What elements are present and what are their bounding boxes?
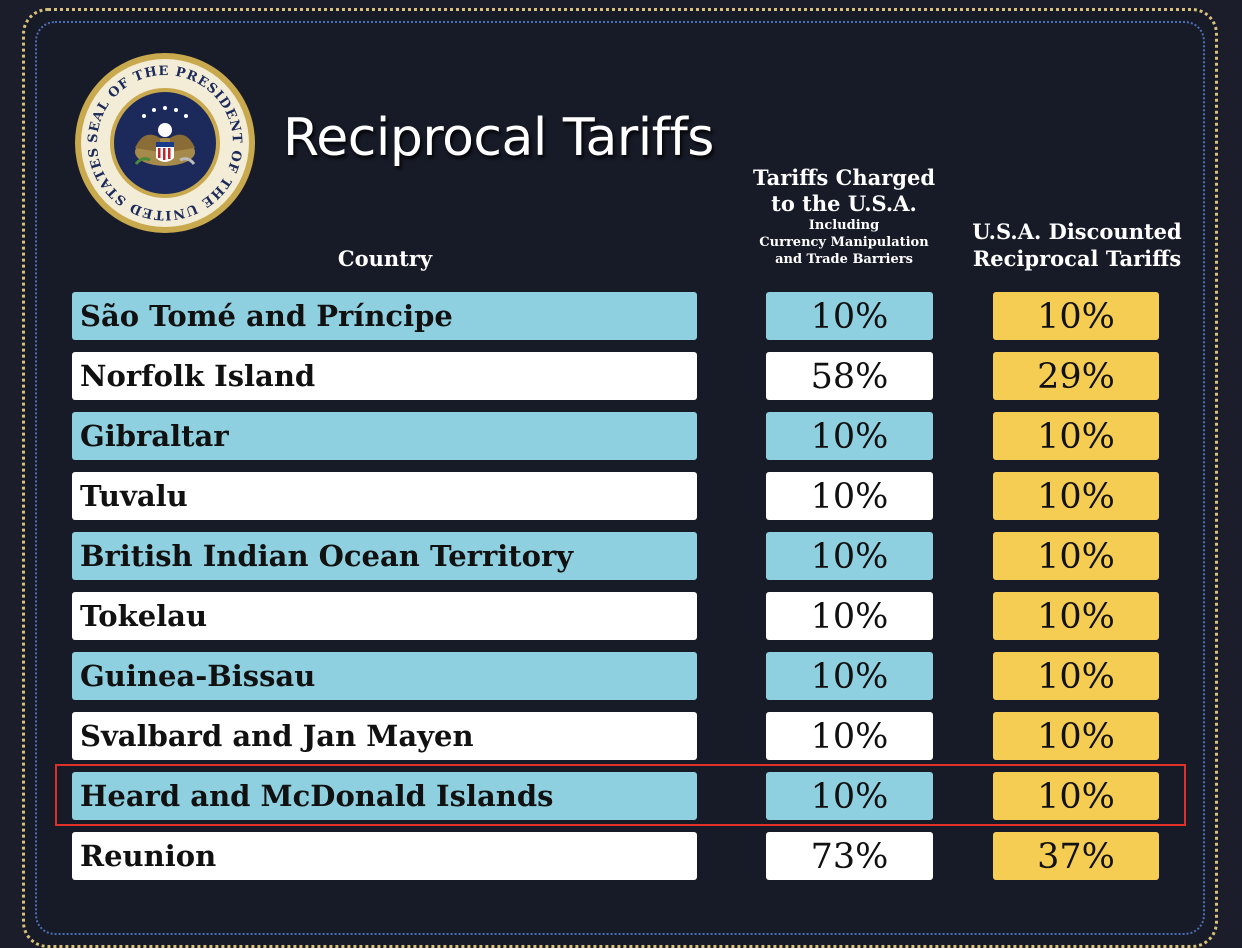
country-cell: Guinea-Bissau xyxy=(72,652,697,700)
column-header-discounted-tariffs: U.S.A. Discounted Reciprocal Tariffs xyxy=(962,218,1192,272)
column-header-country: Country xyxy=(337,246,433,271)
country-cell: São Tomé and Príncipe xyxy=(72,292,697,340)
tariff-charged-cell: 10% xyxy=(766,652,933,700)
column-header-tariffs-charged: Tariffs Charged to the U.S.A. Including … xyxy=(744,165,944,268)
country-cell: Svalbard and Jan Mayen xyxy=(72,712,697,760)
table-row: Heard and McDonald Islands 10% 10% xyxy=(0,772,1242,822)
country-cell: Reunion xyxy=(72,832,697,880)
tariff-charged-cell: 73% xyxy=(766,832,933,880)
header-discounted-line2: Reciprocal Tariffs xyxy=(972,246,1182,271)
tariff-charged-cell: 10% xyxy=(766,772,933,820)
country-cell: Tuvalu xyxy=(72,472,697,520)
discounted-tariff-cell: 10% xyxy=(993,412,1159,460)
eagle-icon xyxy=(134,123,196,166)
discounted-tariff-cell: 37% xyxy=(993,832,1159,880)
tariff-charged-cell: 10% xyxy=(766,532,933,580)
table-row: Svalbard and Jan Mayen 10% 10% xyxy=(0,712,1242,762)
country-cell: Gibraltar xyxy=(72,412,697,460)
header-charged-line2: to the U.S.A. xyxy=(771,191,917,216)
discounted-tariff-cell: 29% xyxy=(993,352,1159,400)
discounted-tariff-cell: 10% xyxy=(993,592,1159,640)
tariff-charged-cell: 10% xyxy=(766,592,933,640)
country-cell: Tokelau xyxy=(72,592,697,640)
header-charged-line1: Tariffs Charged xyxy=(752,165,936,190)
tariff-charged-cell: 10% xyxy=(766,712,933,760)
discounted-tariff-cell: 10% xyxy=(993,292,1159,340)
header-charged-line3: Including xyxy=(808,218,880,233)
header-charged-line5: and Trade Barriers xyxy=(775,252,913,267)
discounted-tariff-cell: 10% xyxy=(993,532,1159,580)
table-row: Guinea-Bissau 10% 10% xyxy=(0,652,1242,702)
discounted-tariff-cell: 10% xyxy=(993,772,1159,820)
tariff-charged-cell: 10% xyxy=(766,412,933,460)
header-charged-line4: Currency Manipulation xyxy=(759,235,929,250)
presidential-seal-icon: SEAL OF THE PRESIDENT OF THE UNITED STAT… xyxy=(75,53,255,233)
table-row: São Tomé and Príncipe 10% 10% xyxy=(0,292,1242,342)
country-cell: Heard and McDonald Islands xyxy=(72,772,697,820)
tariff-charged-cell: 10% xyxy=(766,472,933,520)
country-cell: British Indian Ocean Territory xyxy=(72,532,697,580)
discounted-tariff-cell: 10% xyxy=(993,712,1159,760)
tariff-charged-cell: 10% xyxy=(766,292,933,340)
table-row: Reunion 73% 37% xyxy=(0,832,1242,882)
header-discounted-line1: U.S.A. Discounted xyxy=(972,219,1182,244)
page-title: Reciprocal Tariffs xyxy=(283,108,714,168)
discounted-tariff-cell: 10% xyxy=(993,472,1159,520)
tariff-charged-cell: 58% xyxy=(766,352,933,400)
table-row: Tokelau 10% 10% xyxy=(0,592,1242,642)
table-row: Norfolk Island 58% 29% xyxy=(0,352,1242,402)
highlight-box xyxy=(55,764,1186,826)
table-row: Gibraltar 10% 10% xyxy=(0,412,1242,462)
table-row: Tuvalu 10% 10% xyxy=(0,472,1242,522)
country-cell: Norfolk Island xyxy=(72,352,697,400)
discounted-tariff-cell: 10% xyxy=(993,652,1159,700)
table-row: British Indian Ocean Territory 10% 10% xyxy=(0,532,1242,582)
